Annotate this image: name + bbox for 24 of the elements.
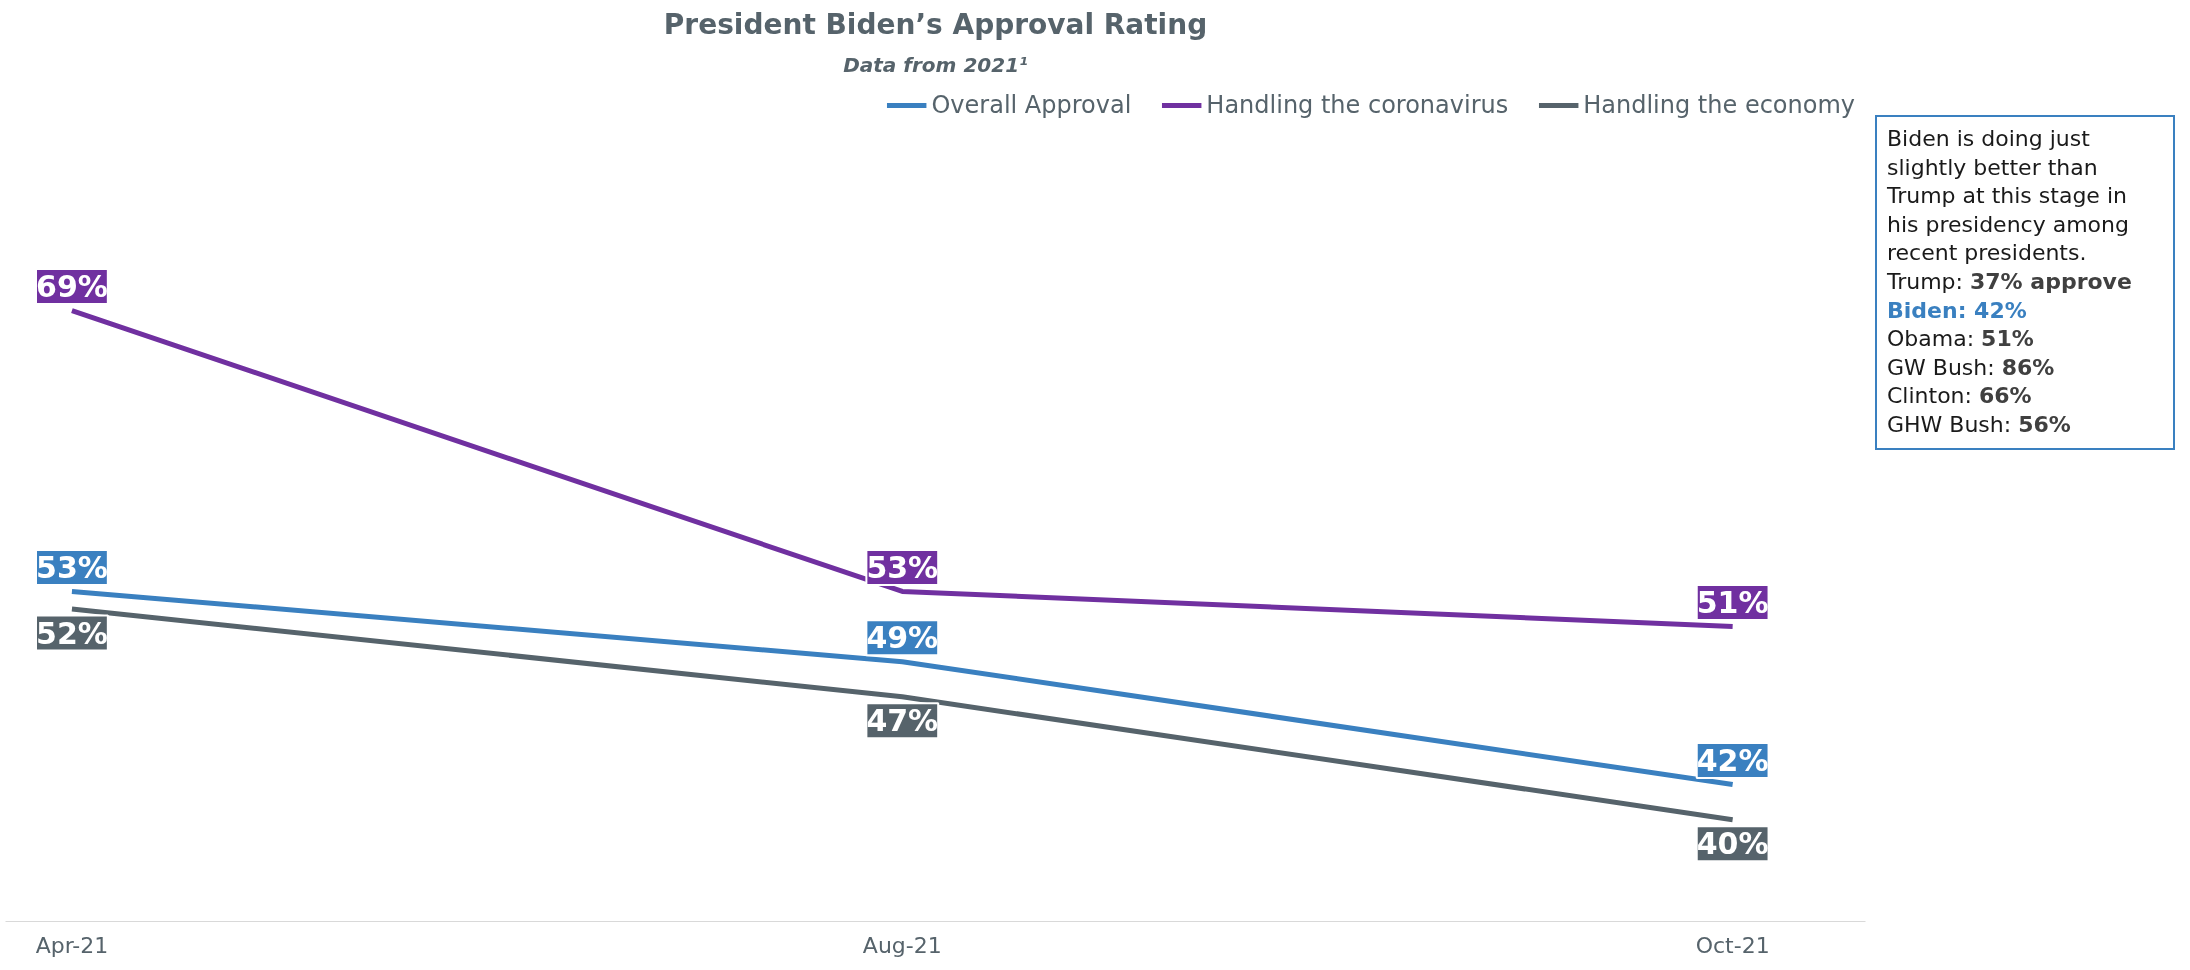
data-label: 69% [36,269,108,305]
text: Trump: 37% approve [1887,268,2132,294]
text: Biden is doing just slightly better than Trump at this stage in his presidency among recent presidents. [1887,126,2129,266]
annotation: GW Bush: 86% [1887,354,2055,380]
legend-label: Handling the economy [1583,91,1855,119]
data-label: 52% [36,615,108,651]
data-label: 49% [866,620,939,656]
chart-title: President Biden’s Approval Rating [663,7,1208,41]
annotation: Obama: 51% [1887,326,2034,352]
x-tick-label: Apr-21 [35,932,109,958]
data-label: 42% [1696,743,1769,779]
annotation: Biden: 42% [1887,297,2027,323]
chart-subtitle: Data from 2021¹ [843,52,1028,77]
data-label: 53% [36,549,108,585]
data-label: 47% [866,703,939,739]
x-tick-label: Aug-21 [862,932,942,958]
data-label: 40% [1696,826,1769,862]
legend-label: Overall Approval [931,91,1132,119]
annotation: Clinton: 66% [1887,383,2032,409]
data-label: 51% [1696,585,1769,621]
annotation: GHW Bush: 56% [1887,411,2071,437]
data-label: 53% [866,549,939,585]
x-tick-label: Oct-21 [1695,932,1770,958]
legend-label: Handling the coronavirus [1206,91,1509,119]
